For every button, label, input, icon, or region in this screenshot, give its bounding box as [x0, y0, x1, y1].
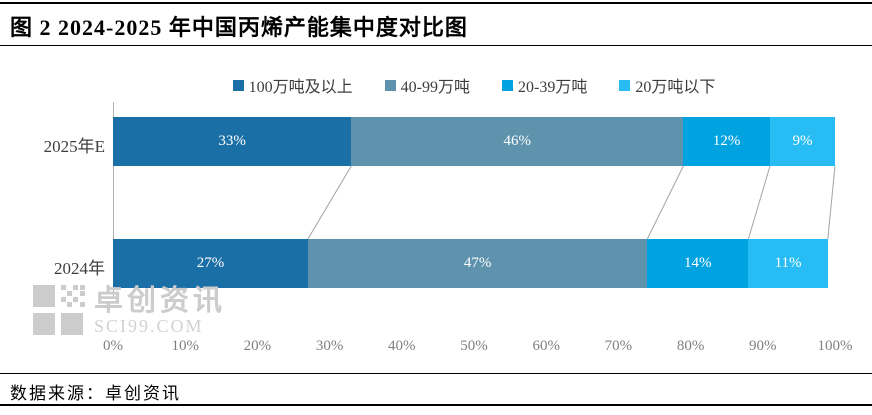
bar-segment: 47% [307, 239, 648, 288]
x-tick-label: 90% [749, 338, 777, 354]
x-tick-label: 100% [817, 338, 853, 354]
legend-item: 20万吨以下 [619, 73, 715, 97]
legend-swatch [232, 79, 244, 91]
x-tick-label: 70% [604, 338, 633, 354]
sci99-logo-icon [33, 285, 85, 335]
x-tick-label: 50% [460, 338, 488, 354]
bar-row-2024年: 27% 47% 14% 11% [113, 239, 835, 288]
connector-line [827, 166, 836, 239]
bar-segment-label: 9% [792, 133, 813, 149]
top-rule [0, 2, 872, 4]
legend-swatch [384, 79, 396, 91]
legend-label: 20-39万吨 [518, 79, 588, 96]
x-tick-label: 30% [315, 338, 344, 354]
legend-swatch [502, 79, 513, 91]
x-tick-label: 10% [171, 338, 199, 354]
connector-line [646, 166, 684, 239]
y-axis-line [113, 102, 114, 298]
title-divider [0, 45, 872, 46]
bar-segment-label: 33% [218, 133, 246, 149]
bar-segment: 46% [351, 117, 684, 166]
source-divider [0, 373, 872, 374]
legend-label: 40-99万吨 [400, 79, 470, 96]
data-source: 数据来源：卓创资讯 [10, 384, 181, 403]
x-tick-label: 80% [676, 338, 705, 354]
bar-segment-label: 11% [774, 255, 802, 271]
bar-segment: 12% [683, 117, 770, 166]
legend-label: 20万吨以下 [635, 79, 716, 96]
bottom-rule [0, 404, 872, 406]
y-axis-label: 2025年E [43, 136, 105, 156]
connector-line [307, 166, 352, 239]
legend-item: 20-39万吨 [502, 73, 587, 97]
watermark: 卓创资讯 SCI99.COM [33, 285, 226, 337]
bar-segment: 9% [769, 117, 835, 166]
bar-segment-label: 47% [463, 255, 492, 271]
bar-segment: 33% [113, 117, 352, 166]
chart-title: 图 2 2024-2025 年中国丙烯产能集中度对比图 [10, 15, 468, 40]
legend-item: 40-99万吨 [384, 73, 470, 97]
x-tick-label: 20% [243, 338, 272, 354]
bar-segment-label: 14% [684, 255, 712, 271]
bar-segment: 11% [748, 239, 828, 288]
bar-segment-label: 46% [503, 133, 532, 149]
bar-segment-label: 12% [712, 133, 741, 149]
bar-segment-label: 27% [196, 255, 225, 271]
watermark-url: SCI99.COM [94, 315, 204, 336]
x-tick-label: 0% [103, 338, 123, 354]
legend-item: 100万吨及以上 [232, 73, 353, 97]
x-tick-label: 60% [532, 338, 560, 354]
watermark-brand: 卓创资讯 [94, 285, 227, 318]
bar-segment: 27% [113, 239, 308, 288]
watermark-text: 卓创资讯 SCI99.COM [94, 286, 226, 335]
y-axis-label: 2024年 [54, 258, 105, 278]
legend: 100万吨及以上 40-99万吨 20-39万吨 20万吨以下 [113, 74, 835, 96]
legend-label: 100万吨及以上 [248, 79, 353, 96]
bar-segment: 14% [647, 239, 749, 288]
segment-connector-lines [307, 166, 836, 239]
connector-line [747, 166, 771, 239]
bar-row-2025年E: 33% 46% 12% 9% [113, 117, 835, 166]
legend-swatch [619, 79, 631, 91]
x-tick-label: 40% [388, 338, 416, 354]
